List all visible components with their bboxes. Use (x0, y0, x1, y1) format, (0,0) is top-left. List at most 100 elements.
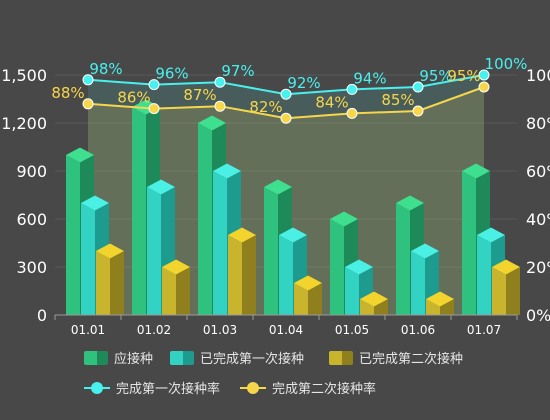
x-tick-label: 01.05 (335, 323, 369, 337)
bar (360, 291, 388, 315)
rate-lines: 98% 96% 97% 92% 94% 95% 100% 88% 86% 87% 82% 84% 85%… (51, 55, 527, 124)
x-tick-label: 01.06 (401, 323, 435, 337)
rate-point (478, 81, 490, 93)
axes: 0 0% 300 20% 600 40% 900 60% 1,200 80% 1,500 100% 01… (1, 66, 550, 337)
y-left-tick-label: 300 (16, 258, 47, 277)
legend-swatch-line-1 (240, 381, 266, 395)
bar (426, 291, 454, 315)
bar-side (110, 251, 124, 315)
x-tick-label: 01.04 (269, 323, 303, 337)
rate-point (214, 76, 226, 88)
bar-top (279, 227, 307, 243)
bar-top (462, 163, 490, 179)
legend-item-line-1[interactable]: 完成第二次接种率 (240, 378, 376, 397)
bar (492, 259, 520, 315)
bar-top (264, 179, 292, 195)
bar-front (294, 283, 308, 315)
bar-front (492, 267, 506, 315)
rate-label: 82% (249, 98, 282, 116)
bar (294, 275, 322, 315)
y-right-tick-label: 0% (526, 306, 550, 325)
legend-label: 已完成第二次接种 (359, 352, 464, 367)
bar-front (132, 107, 146, 315)
rate-label: 96% (155, 65, 188, 83)
rate-point (82, 98, 94, 110)
bar-side (440, 299, 454, 315)
legend-label: 完成第一次接种率 (116, 382, 221, 397)
rate-label: 85% (381, 91, 414, 109)
bar (162, 259, 190, 315)
rate-label: 88% (51, 84, 84, 102)
bar-side (506, 267, 520, 315)
bar-top (330, 211, 358, 227)
legend-item-bar-0[interactable]: 应接种 (84, 348, 153, 367)
legend-swatch-bar-1 (170, 350, 194, 365)
bar-front (360, 299, 374, 315)
y-right-tick-label: 100% (526, 66, 550, 85)
bar-side (374, 299, 388, 315)
bar-top (228, 227, 256, 243)
rate-label: 95% (447, 67, 480, 85)
bar-front (330, 219, 344, 315)
bar-top (492, 259, 520, 275)
bar-top (345, 259, 373, 275)
legend-swatch-line-0 (84, 381, 110, 395)
legend-swatch-bar-0 (84, 350, 108, 365)
bar-top (147, 179, 175, 195)
legend-swatch-bar-2 (329, 350, 353, 365)
bar-top (411, 243, 439, 259)
bar-front (228, 235, 242, 315)
bar-front (147, 187, 161, 315)
rate-point (346, 107, 358, 119)
bar-side (176, 267, 190, 315)
bar-front (426, 299, 440, 315)
rate-point (280, 112, 292, 124)
x-tick-label: 01.01 (71, 323, 105, 337)
bar-front (96, 251, 110, 315)
bar-front (162, 267, 176, 315)
x-tick-label: 01.03 (203, 323, 237, 337)
legend-item-bar-2[interactable]: 已完成第二次接种 (329, 348, 463, 367)
bar-top (96, 243, 124, 259)
legend-label: 完成第二次接种率 (272, 382, 377, 397)
rate-point (412, 105, 424, 117)
y-right-tick-label: 20% (526, 258, 550, 277)
bar-front (198, 123, 212, 315)
rate-point (148, 103, 160, 115)
bar-front (81, 203, 95, 315)
legend-label: 应接种 (114, 352, 154, 367)
rate-label: 95% (419, 67, 452, 85)
bar-front (411, 251, 425, 315)
rate-label: 84% (315, 93, 348, 111)
rate-label: 87% (183, 86, 216, 104)
rate-point (214, 100, 226, 112)
rate-point (148, 79, 160, 91)
legend-label: 已完成第一次接种 (200, 352, 305, 367)
x-tick-label: 01.02 (137, 323, 171, 337)
y-left-tick-label: 1,200 (1, 114, 47, 133)
bar-top (360, 291, 388, 307)
rate-point (346, 83, 358, 95)
bar-front (279, 235, 293, 315)
bar-top (396, 195, 424, 211)
bar-top (426, 291, 454, 307)
bar-groups (66, 99, 520, 315)
bar-top (162, 259, 190, 275)
bar-side (242, 235, 256, 315)
y-left-tick-label: 900 (16, 162, 47, 181)
legend-item-line-0[interactable]: 完成第一次接种率 (84, 378, 220, 397)
y-left-tick-label: 1,500 (1, 66, 47, 85)
rate-label: 94% (353, 69, 386, 87)
rate-point (280, 88, 292, 100)
rate-label: 98% (89, 60, 122, 78)
x-tick-label: 01.07 (467, 323, 501, 337)
bar-top (198, 115, 226, 131)
rate-point (82, 74, 94, 86)
bar-front (264, 187, 278, 315)
bar-front (396, 203, 410, 315)
legend-item-bar-1[interactable]: 已完成第一次接种 (170, 348, 304, 367)
bar-side (308, 283, 322, 315)
rate-label: 86% (117, 89, 150, 107)
bar-top (294, 275, 322, 291)
